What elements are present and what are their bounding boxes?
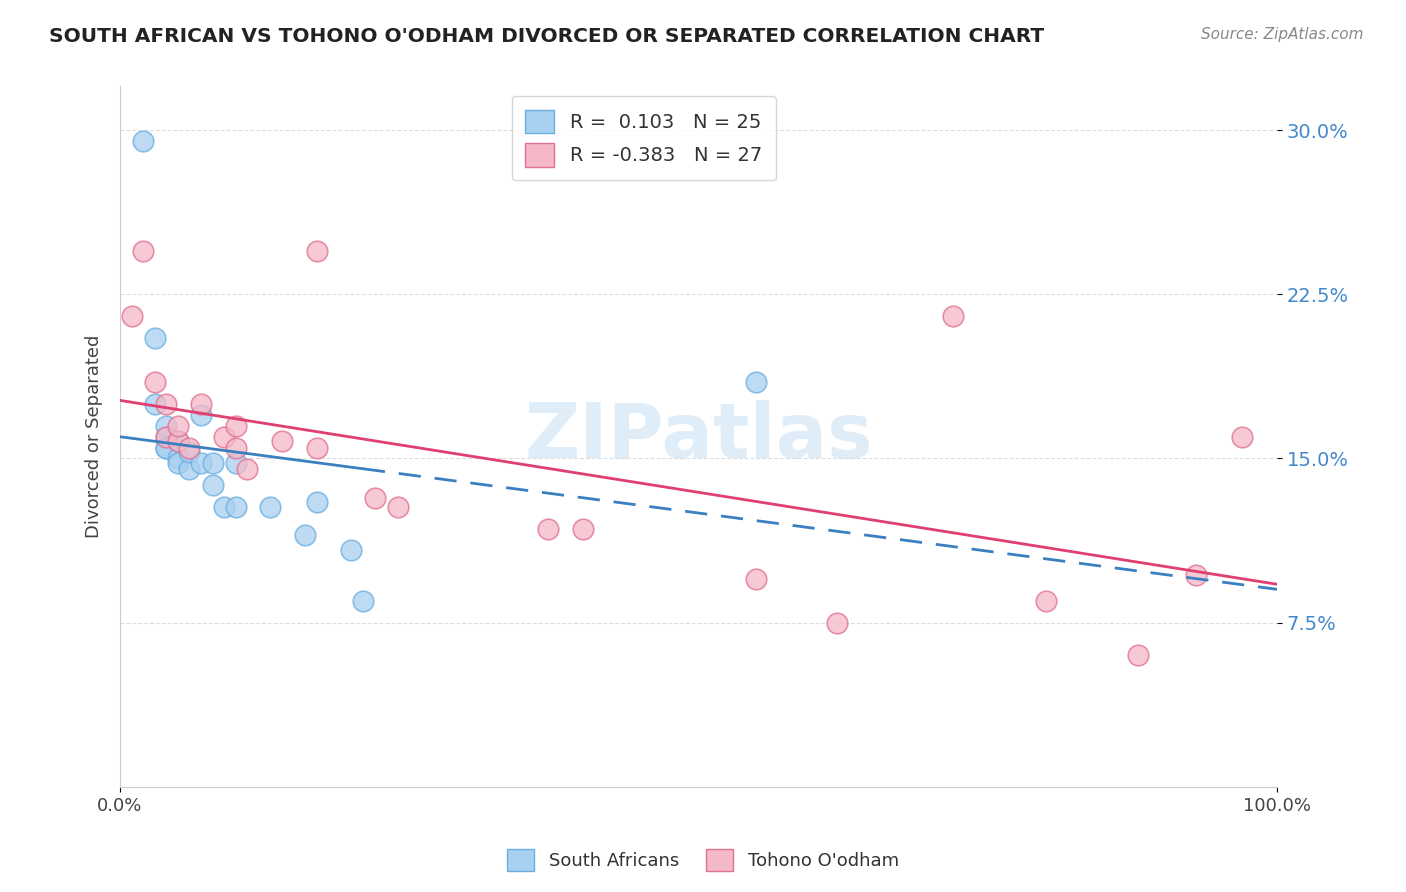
Point <box>1035 594 1057 608</box>
Point <box>201 477 224 491</box>
Point <box>166 451 188 466</box>
Point <box>201 456 224 470</box>
Legend: R =  0.103   N = 25, R = -0.383   N = 27: R = 0.103 N = 25, R = -0.383 N = 27 <box>512 96 776 180</box>
Point <box>155 429 177 443</box>
Point <box>305 495 328 509</box>
Point <box>305 441 328 455</box>
Point <box>942 309 965 323</box>
Point <box>155 441 177 455</box>
Point <box>166 434 188 448</box>
Point <box>745 375 768 389</box>
Point <box>271 434 294 448</box>
Point <box>190 456 212 470</box>
Point <box>132 134 155 148</box>
Point <box>155 429 177 443</box>
Point <box>143 397 166 411</box>
Point <box>352 594 374 608</box>
Point <box>1232 429 1254 443</box>
Point <box>236 462 259 476</box>
Point <box>143 375 166 389</box>
Point <box>166 456 188 470</box>
Text: Source: ZipAtlas.com: Source: ZipAtlas.com <box>1201 27 1364 42</box>
Point <box>827 615 849 630</box>
Point <box>155 418 177 433</box>
Point <box>166 434 188 448</box>
Text: SOUTH AFRICAN VS TOHONO O'ODHAM DIVORCED OR SEPARATED CORRELATION CHART: SOUTH AFRICAN VS TOHONO O'ODHAM DIVORCED… <box>49 27 1045 45</box>
Point <box>179 462 201 476</box>
Point <box>305 244 328 258</box>
Point <box>121 309 143 323</box>
Point <box>363 491 385 505</box>
Point <box>1126 648 1149 663</box>
Point <box>745 572 768 586</box>
Point <box>225 441 247 455</box>
Point <box>294 528 316 542</box>
Point <box>179 445 201 459</box>
Point <box>155 441 177 455</box>
Point <box>132 244 155 258</box>
Point <box>537 522 560 536</box>
Legend: South Africans, Tohono O'odham: South Africans, Tohono O'odham <box>501 842 905 879</box>
Point <box>259 500 281 514</box>
Point <box>143 331 166 345</box>
Point <box>571 522 593 536</box>
Point <box>225 500 247 514</box>
Text: ZIPatlas: ZIPatlas <box>524 400 873 474</box>
Point <box>166 418 188 433</box>
Point <box>179 441 201 455</box>
Point <box>225 418 247 433</box>
Point <box>155 397 177 411</box>
Point <box>1185 567 1208 582</box>
Point <box>387 500 409 514</box>
Y-axis label: Divorced or Separated: Divorced or Separated <box>86 334 103 538</box>
Point <box>190 408 212 422</box>
Point <box>212 429 235 443</box>
Point <box>190 397 212 411</box>
Point <box>340 543 363 558</box>
Point <box>212 500 235 514</box>
Point <box>225 456 247 470</box>
